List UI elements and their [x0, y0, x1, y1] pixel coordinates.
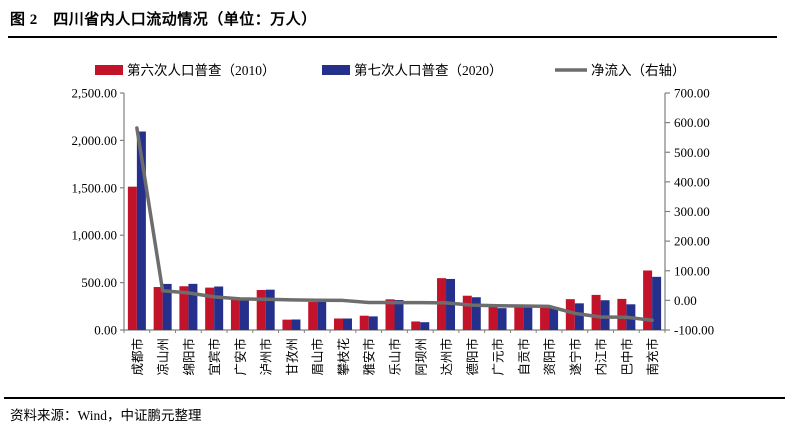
- bar-2020-遂宁市: [574, 303, 584, 330]
- x-axis-label-南充市: 南充市: [645, 338, 660, 376]
- bar-2010-泸州市: [256, 290, 266, 330]
- right-axis-tick-label: 200.00: [674, 234, 710, 249]
- bar-2010-广安市: [230, 299, 240, 330]
- x-axis-label-巴中市: 巴中市: [619, 338, 634, 376]
- legend-swatch-2010: [95, 65, 123, 75]
- bar-2020-德阳市: [471, 297, 481, 330]
- x-axis-label-遂宁市: 遂宁市: [568, 338, 583, 376]
- bar-2010-阿坝州: [411, 321, 421, 330]
- bar-2020-阿坝州: [420, 322, 430, 330]
- right-axis-tick-label: 100.00: [674, 263, 710, 278]
- legend-label-2: 净流入（右轴）: [591, 63, 686, 78]
- left-axis-tick-label: 1,500.00: [72, 180, 118, 195]
- right-axis-tick-label: 300.00: [674, 204, 710, 219]
- x-axis-label-内江市: 内江市: [594, 338, 609, 376]
- bar-2020-内江市: [600, 300, 610, 330]
- bar-2020-广安市: [239, 299, 249, 330]
- bar-2020-南充市: [652, 276, 662, 330]
- bar-2020-乐山市: [394, 300, 404, 330]
- x-axis-label-甘孜州: 甘孜州: [285, 338, 299, 376]
- bar-2020-甘孜州: [291, 319, 301, 330]
- left-axis-tick-label: 2,000.00: [72, 133, 118, 148]
- bar-2020-绵阳市: [188, 283, 198, 330]
- source-divider: [4, 397, 785, 399]
- population-flow-chart: 第六次人口普查（2010） 第七次人口普查（2020） 净流入（右轴） 0.00 500…: [72, 62, 715, 376]
- figure-title: 图 2 四川省内人口流动情况（单位：万人）: [10, 12, 317, 28]
- x-axis-label-广安市: 广安市: [233, 338, 248, 376]
- legend-label-0: 第六次人口普查（2010）: [127, 62, 276, 78]
- left-axis-tick-label: 1,000.00: [72, 228, 118, 243]
- bar-2010-自贡市: [514, 304, 524, 330]
- bar-2010-眉山市: [308, 302, 318, 330]
- bar-2010-甘孜州: [282, 319, 292, 330]
- bar-2010-绵阳市: [179, 286, 189, 330]
- x-axis-label-阿坝州: 阿坝州: [414, 338, 428, 376]
- left-axis-tick-label: 500.00: [81, 275, 117, 290]
- bar-2020-泸州市: [265, 289, 275, 330]
- right-axis-tick-label: 600.00: [674, 115, 710, 130]
- x-axis-label-眉山市: 眉山市: [310, 338, 325, 376]
- x-axis-label-广元市: 广元市: [491, 338, 506, 376]
- bar-2010-凉山州: [153, 287, 163, 330]
- net-inflow-line: [135, 126, 654, 323]
- x-axis-label-泸州市: 泸州市: [259, 338, 274, 376]
- x-axis-label-雅安市: 雅安市: [362, 338, 377, 376]
- bar-2010-资阳市: [540, 306, 550, 330]
- title-underline: [8, 36, 777, 38]
- x-axis-label-德阳市: 德阳市: [465, 338, 480, 376]
- x-axis-label-达州市: 达州市: [439, 338, 454, 376]
- right-axis-tick-label: 700.00: [674, 86, 710, 101]
- x-axis-label-宜宾市: 宜宾市: [207, 338, 222, 376]
- bar-2010-成都市: [127, 186, 137, 330]
- bar-2020-成都市: [136, 131, 146, 330]
- bar-2010-内江市: [591, 294, 601, 330]
- left-axis-tick-label: 0.00: [94, 323, 117, 338]
- right-axis-tick-label: -100.00: [674, 323, 714, 338]
- legend-label-1: 第七次人口普查（2020）: [354, 62, 503, 78]
- x-axis-label-自贡市: 自贡市: [516, 338, 531, 376]
- legend-swatch-2020: [322, 65, 350, 75]
- source-note: 资料来源：Wind，中证鹏元整理: [10, 408, 202, 423]
- bar-2010-广元市: [488, 306, 498, 330]
- bar-2020-广元市: [497, 308, 507, 330]
- bar-2010-南充市: [643, 270, 653, 330]
- left-axis-tick-label: 2,500.00: [72, 86, 118, 101]
- bar-2010-攀枝花: [333, 318, 343, 330]
- right-axis-tick-label: 400.00: [674, 174, 710, 189]
- bar-2010-雅安市: [359, 315, 369, 330]
- bar-2020-攀枝花: [342, 318, 352, 330]
- x-axis-label-资阳市: 资阳市: [542, 338, 557, 376]
- bar-2020-自贡市: [523, 306, 533, 330]
- x-axis-label-乐山市: 乐山市: [388, 338, 403, 376]
- bar-2010-乐山市: [385, 299, 395, 330]
- x-axis-label-攀枝花: 攀枝花: [336, 338, 351, 376]
- x-axis-label-凉山州: 凉山州: [156, 338, 171, 376]
- bar-2010-遂宁市: [565, 299, 575, 330]
- right-axis-tick-label: 500.00: [674, 145, 710, 160]
- right-axis-tick-label: 0.00: [674, 293, 697, 308]
- bar-2020-宜宾市: [214, 286, 224, 330]
- bar-2020-眉山市: [317, 301, 327, 330]
- x-axis-label-绵阳市: 绵阳市: [181, 338, 196, 376]
- x-axis-label-成都市: 成都市: [130, 338, 145, 376]
- bar-2020-凉山州: [162, 283, 172, 330]
- bar-2010-德阳市: [462, 295, 472, 330]
- bar-2020-资阳市: [549, 308, 559, 330]
- bar-2010-宜宾市: [205, 287, 215, 330]
- bar-2010-巴中市: [617, 298, 627, 330]
- bar-2020-雅安市: [368, 316, 378, 330]
